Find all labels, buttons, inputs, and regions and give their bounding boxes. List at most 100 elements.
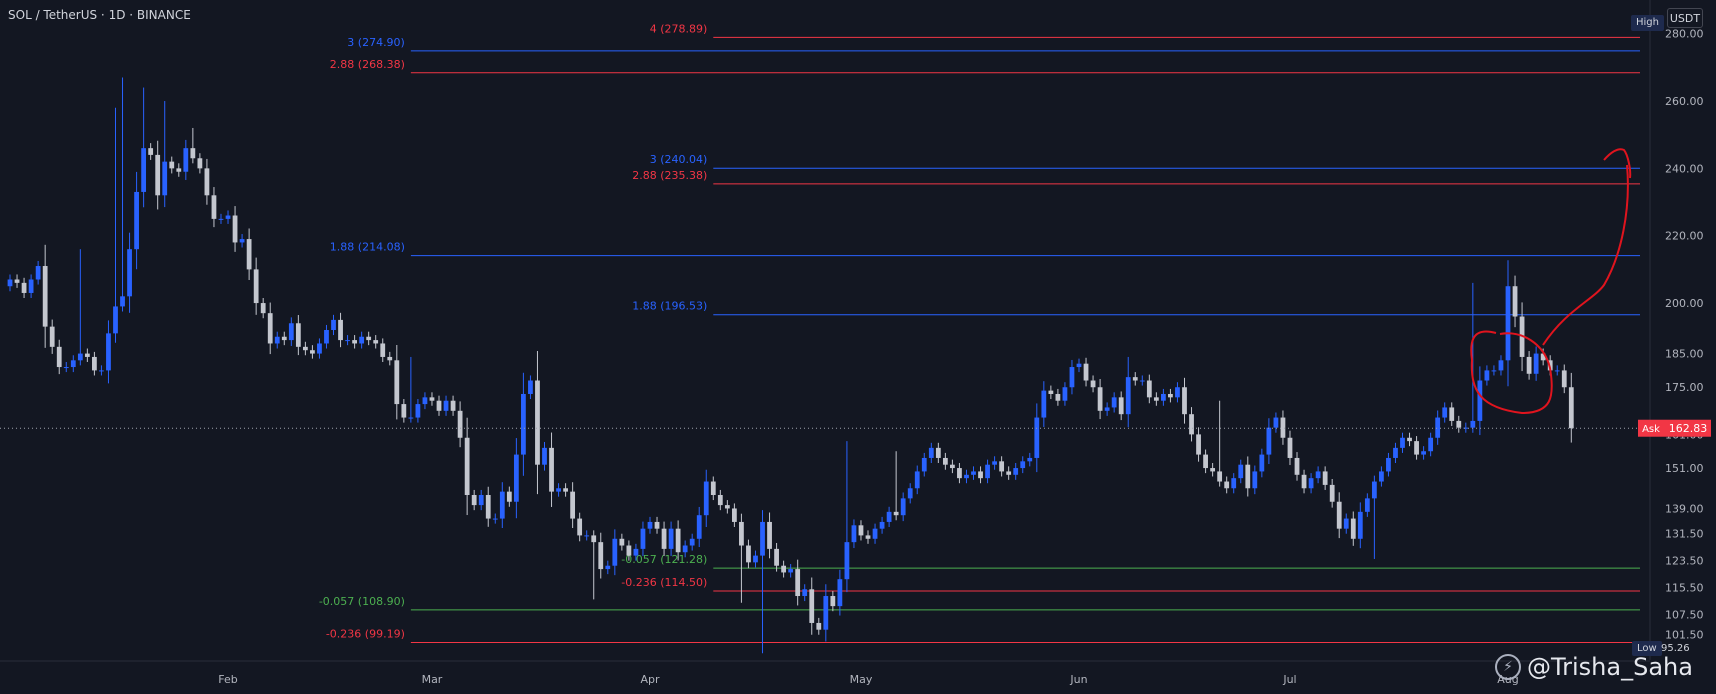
candle-body[interactable] [267, 313, 273, 344]
candle-body[interactable] [281, 336, 287, 341]
candle-body[interactable] [1217, 471, 1223, 482]
candle-body[interactable] [1533, 353, 1539, 374]
candle-body[interactable] [1512, 286, 1518, 317]
candle-body[interactable] [310, 350, 315, 354]
candle-body[interactable] [1470, 420, 1476, 428]
candle-body[interactable] [338, 319, 343, 341]
candle-body[interactable] [99, 370, 104, 372]
candle-body[interactable] [605, 565, 611, 570]
candle-body[interactable] [668, 528, 674, 549]
candle-body[interactable] [1364, 498, 1370, 512]
candle-body[interactable] [56, 346, 62, 368]
candle-body[interactable] [682, 545, 688, 553]
candle-body[interactable] [661, 528, 667, 549]
candle-body[interactable] [295, 323, 301, 347]
candle-body[interactable] [1456, 420, 1462, 428]
candle-body[interactable] [485, 495, 491, 519]
candle-body[interactable] [1407, 437, 1412, 442]
candle-body[interactable] [1336, 501, 1342, 529]
candle-body[interactable] [288, 323, 294, 341]
candle-body[interactable] [317, 343, 322, 354]
candle-body[interactable] [120, 296, 125, 307]
candle-body[interactable] [408, 417, 414, 419]
candle-body[interactable] [542, 447, 547, 465]
candle-body[interactable] [457, 410, 463, 438]
candle-body[interactable] [935, 447, 941, 458]
candle-body[interactable] [77, 353, 83, 361]
candle-body[interactable] [1182, 387, 1187, 415]
candle-body[interactable] [345, 340, 350, 342]
candle-body[interactable] [359, 336, 365, 344]
candle-body[interactable] [696, 515, 702, 539]
candle-body[interactable] [837, 579, 843, 607]
candle-body[interactable] [781, 565, 787, 573]
candle-body[interactable] [1160, 393, 1166, 401]
candle-body[interactable] [1076, 363, 1082, 368]
candle-body[interactable] [232, 215, 238, 243]
candle-body[interactable] [1196, 434, 1201, 455]
candle-body[interactable] [1146, 380, 1152, 398]
candle-body[interactable] [1104, 407, 1110, 411]
candle-body[interactable] [1350, 518, 1356, 539]
candle-body[interactable] [70, 360, 76, 368]
candle-body[interactable] [858, 525, 864, 536]
candle-body[interactable] [879, 521, 885, 529]
candle-body[interactable] [176, 168, 182, 172]
candle-body[interactable] [851, 525, 857, 543]
candle-body[interactable] [14, 279, 20, 283]
candle-body[interactable] [380, 343, 386, 357]
candle-body[interactable] [1449, 407, 1455, 421]
candle-body[interactable] [1238, 464, 1244, 479]
candle-body[interactable] [1153, 397, 1159, 401]
candle-body[interactable] [352, 340, 358, 344]
candle-body[interactable] [521, 393, 526, 455]
candle-body[interactable] [443, 400, 449, 411]
candle-body[interactable] [1231, 478, 1237, 489]
candle-body[interactable] [626, 545, 632, 556]
candle-body[interactable] [366, 336, 372, 341]
candle-body[interactable] [893, 511, 899, 516]
candle-body[interactable] [570, 491, 576, 519]
candlestick-series[interactable] [7, 77, 1574, 654]
candle-body[interactable] [1048, 390, 1054, 394]
candle-body[interactable] [1287, 437, 1293, 458]
candle-body[interactable] [148, 148, 154, 155]
candle-body[interactable] [1400, 437, 1405, 448]
candle-body[interactable] [471, 495, 477, 506]
candle-body[interactable] [260, 303, 266, 314]
candle-body[interactable] [113, 306, 118, 334]
candle-body[interactable] [1428, 437, 1434, 452]
candle-body[interactable] [464, 437, 470, 495]
candle-body[interactable] [577, 518, 583, 536]
candle-body[interactable] [1526, 356, 1532, 374]
candle-body[interactable] [731, 508, 737, 522]
candle-body[interactable] [246, 239, 252, 270]
time-axis[interactable]: Feb Mar Apr May Jun Jul Aug [218, 673, 1518, 686]
candle-body[interactable] [7, 279, 13, 287]
candle-body[interactable] [204, 168, 210, 196]
candle-body[interactable] [1343, 518, 1349, 529]
candle-body[interactable] [1041, 390, 1047, 418]
candle-body[interactable] [689, 538, 695, 546]
candle-body[interactable] [415, 404, 421, 418]
candle-body[interactable] [1421, 451, 1426, 455]
candle-body[interactable] [654, 521, 660, 529]
candle-body[interactable] [1203, 454, 1208, 469]
candle-body[interactable] [1139, 380, 1145, 382]
candle-body[interactable] [717, 495, 723, 506]
candle-body[interactable] [900, 498, 906, 516]
candle-body[interactable] [28, 279, 34, 293]
candle-body[interactable] [197, 158, 203, 169]
candle-body[interactable] [528, 380, 533, 394]
candle-body[interactable] [978, 471, 983, 479]
candle-body[interactable] [218, 218, 224, 220]
candle-body[interactable] [1357, 511, 1363, 539]
candle-body[interactable] [1175, 387, 1180, 398]
candle-body[interactable] [1414, 441, 1419, 455]
candle-body[interactable] [942, 457, 948, 465]
candle-body[interactable] [1020, 461, 1026, 469]
candle-body[interactable] [999, 461, 1005, 472]
candle-body[interactable] [1210, 468, 1216, 472]
candle-body[interactable] [106, 333, 111, 371]
currency-selector[interactable]: USDT [1667, 8, 1703, 28]
